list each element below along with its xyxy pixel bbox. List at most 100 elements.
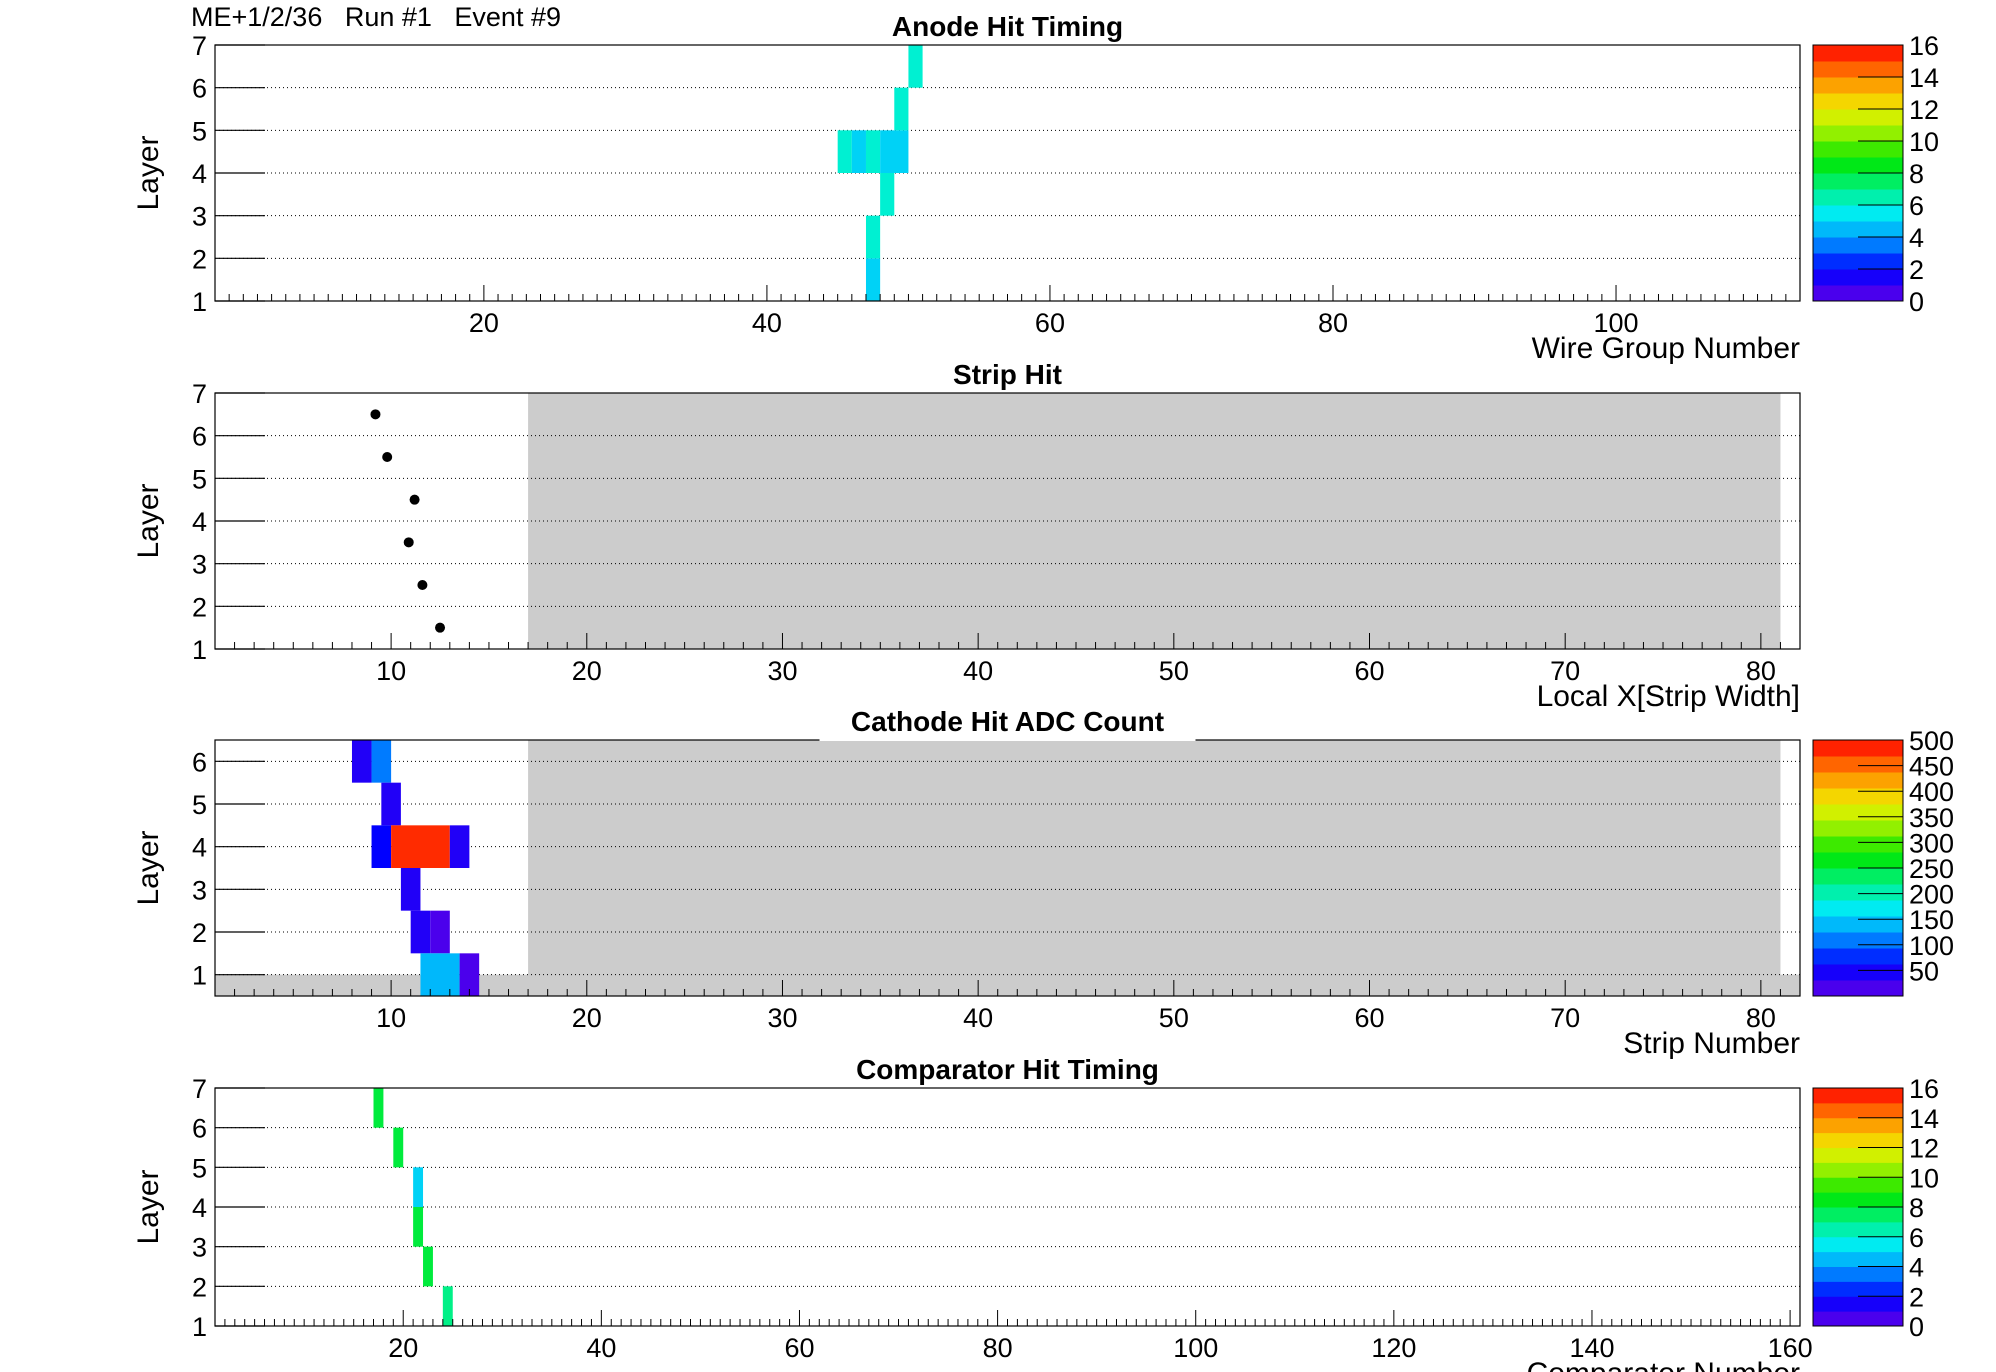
palette-swatch — [1813, 884, 1903, 901]
y-tick-label: 4 — [192, 507, 207, 537]
heatmap-cell — [373, 1088, 384, 1128]
x-tick-label: 80 — [1746, 1003, 1776, 1033]
palette-label: 12 — [1909, 1134, 1939, 1164]
palette-swatch — [1813, 109, 1903, 126]
palette-label: 400 — [1909, 777, 1954, 807]
heatmap-cell — [413, 1167, 424, 1207]
palette-swatch — [1813, 948, 1903, 965]
y-tick-label: 5 — [192, 790, 207, 820]
palette-swatch — [1813, 932, 1903, 949]
palette-swatch — [1813, 205, 1903, 222]
x-axis-label: Strip Number — [1623, 1027, 1800, 1060]
y-tick-label: 7 — [192, 1074, 207, 1104]
chart-title: Strip Hit — [953, 359, 1062, 390]
heatmap-cell — [851, 130, 866, 173]
heatmap-cell — [459, 953, 480, 996]
palette-label: 500 — [1909, 726, 1954, 756]
y-tick-label: 5 — [192, 116, 207, 146]
data-point — [409, 494, 420, 505]
palette-label: 0 — [1909, 1312, 1924, 1342]
data-point — [403, 537, 414, 548]
y-tick-label: 4 — [192, 1193, 207, 1223]
palette-swatch — [1813, 173, 1903, 190]
y-tick-label: 5 — [192, 464, 207, 494]
data-point — [435, 622, 446, 633]
palette-swatch — [1813, 1192, 1903, 1208]
palette-swatch — [1813, 125, 1903, 142]
palette-swatch — [1813, 141, 1903, 158]
palette-label: 16 — [1909, 1074, 1939, 1104]
palette-swatch — [1813, 61, 1903, 78]
heatmap-cell — [837, 130, 852, 173]
x-tick-label: 20 — [572, 1003, 602, 1033]
palette-label: 50 — [1909, 956, 1939, 986]
palette-label: 12 — [1909, 95, 1939, 125]
x-tick-label: 20 — [572, 656, 602, 686]
palette-swatch — [1813, 1147, 1903, 1163]
x-tick-label: 80 — [983, 1333, 1013, 1363]
heatmap-cell — [894, 87, 909, 131]
heatmap-cell — [865, 130, 881, 173]
palette-label: 4 — [1909, 1253, 1924, 1283]
x-tick-label: 100 — [1173, 1333, 1218, 1363]
palette-label: 200 — [1909, 880, 1954, 910]
x-tick-label: 40 — [586, 1333, 616, 1363]
heatmap-cell — [393, 1127, 404, 1168]
chart-title: Anode Hit Timing — [892, 11, 1123, 42]
palette-swatch — [1813, 1102, 1903, 1119]
palette-label: 6 — [1909, 191, 1924, 221]
x-tick-label: 50 — [1159, 1003, 1189, 1033]
palette-label: 6 — [1909, 1223, 1924, 1253]
y-axis-label: Layer — [132, 483, 165, 558]
x-tick-label: 70 — [1550, 1003, 1580, 1033]
palette-label: 350 — [1909, 803, 1954, 833]
x-tick-label: 60 — [1035, 308, 1065, 338]
heatmap-cell — [351, 740, 372, 783]
palette-swatch — [1813, 1236, 1903, 1253]
x-tick-label: 70 — [1550, 656, 1580, 686]
heatmap-cell — [400, 868, 421, 911]
page-header: ME+1/2/36 Run #1 Event #9 — [0, 0, 1996, 40]
y-tick-label: 1 — [192, 287, 207, 317]
y-tick-label: 7 — [192, 31, 207, 61]
palette-swatch — [1813, 253, 1903, 270]
palette-swatch — [1813, 820, 1903, 837]
y-tick-label: 2 — [192, 244, 207, 274]
x-tick-label: 40 — [752, 308, 782, 338]
palette-swatch — [1813, 1132, 1903, 1148]
palette-label: 450 — [1909, 752, 1954, 782]
y-tick-label: 6 — [192, 1114, 207, 1144]
palette-swatch — [1813, 1296, 1903, 1312]
heatmap-cell — [430, 910, 450, 954]
y-tick-label: 4 — [192, 159, 207, 189]
run-info-label: ME+1/2/36 Run #1 Event #9 — [191, 2, 561, 32]
palette-label: 14 — [1909, 1104, 1939, 1134]
y-tick-label: 2 — [192, 592, 207, 622]
inactive-region — [528, 740, 1781, 996]
heatmap-cell — [880, 173, 895, 216]
palette-swatch — [1813, 1251, 1903, 1267]
palette-swatch — [1813, 77, 1903, 94]
x-tick-label: 30 — [767, 1003, 797, 1033]
palette-swatch — [1813, 1088, 1903, 1104]
palette-label: 10 — [1909, 1163, 1939, 1193]
palette-swatch — [1813, 964, 1903, 981]
palette-swatch — [1813, 1162, 1903, 1178]
y-tick-label: 3 — [192, 1233, 207, 1263]
palette-label: 10 — [1909, 127, 1939, 157]
palette-swatch — [1813, 836, 1903, 853]
palette-swatch — [1813, 980, 1903, 997]
y-tick-label: 6 — [192, 747, 207, 777]
palette-swatch — [1813, 756, 1903, 773]
y-tick-label: 4 — [192, 833, 207, 863]
x-tick-label: 40 — [963, 1003, 993, 1033]
palette-swatch — [1813, 45, 1903, 62]
y-tick-label: 1 — [192, 635, 207, 665]
palette-swatch — [1813, 269, 1903, 286]
x-axis-label: Comparator Number — [1527, 1357, 1800, 1372]
palette-swatch — [1813, 1266, 1903, 1282]
palette-label: 2 — [1909, 1282, 1924, 1312]
y-tick-label: 2 — [192, 918, 207, 948]
